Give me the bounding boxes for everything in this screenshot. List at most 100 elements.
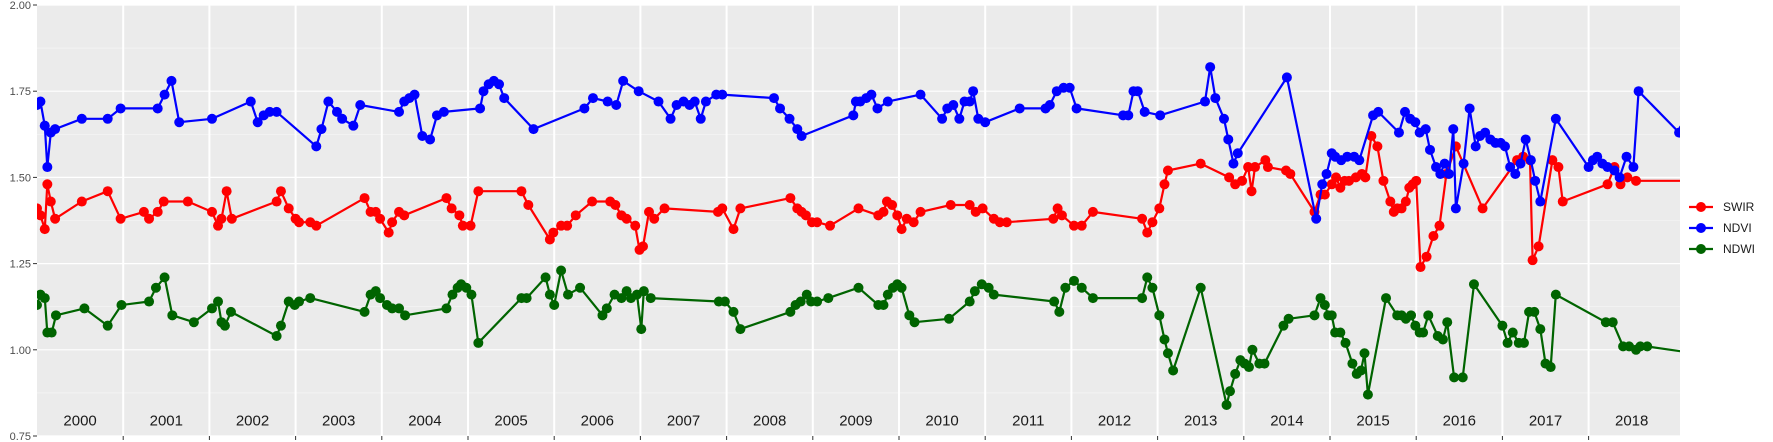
ndvi-point (159, 89, 170, 100)
swir-point (1331, 172, 1342, 183)
ndwi-point (1359, 348, 1370, 359)
ndvi-point (695, 113, 706, 124)
ndvi-point (475, 103, 486, 114)
ndvi-point (311, 141, 322, 152)
ndwi-point (225, 306, 236, 317)
legend-key-point-ndwi (1696, 244, 1706, 254)
ndvi-point (39, 120, 50, 131)
y-tick-label: 1.25 (10, 259, 31, 271)
swir-point (915, 206, 926, 217)
ndvi-point (611, 99, 622, 110)
swir-point (1683, 176, 1693, 186)
ndwi-point (909, 317, 920, 328)
ndwi-point (50, 310, 61, 321)
swir-point (1250, 162, 1261, 173)
ndwi-point (1326, 310, 1337, 321)
swir-point (457, 220, 468, 231)
ndwi-point (46, 327, 57, 338)
ndwi-point (1719, 348, 1729, 358)
year-label: 2002 (236, 413, 269, 430)
swir-point (216, 213, 227, 224)
swir-point (1602, 179, 1613, 190)
swir-point (1366, 131, 1377, 142)
ndwi-point (735, 324, 746, 335)
ndwi-point (1049, 296, 1060, 307)
ndvi-point (478, 86, 489, 97)
year-label: 2014 (1270, 413, 1303, 430)
swir-point (1147, 217, 1158, 228)
swir-point (1547, 155, 1558, 166)
ndwi-point (878, 299, 889, 310)
ndwi-point (1168, 365, 1179, 376)
swir-point (1372, 141, 1383, 152)
ndwi-point (102, 320, 113, 331)
year-label: 2005 (494, 413, 527, 430)
ndvi-point (166, 75, 177, 86)
ndwi-point (728, 306, 739, 317)
ndvi-point (1205, 62, 1216, 73)
ndwi-point (943, 313, 954, 324)
ndwi-point (1468, 279, 1479, 290)
ndwi-point (1529, 306, 1540, 317)
ndvi-point (499, 93, 510, 104)
ndwi-point (1159, 334, 1170, 345)
ndwi-point (544, 289, 555, 300)
swir-point (908, 217, 919, 228)
year-label: 2003 (322, 413, 355, 430)
ndwi-point (556, 265, 567, 276)
ndwi-point (37, 299, 42, 310)
ndwi-point (1734, 307, 1744, 317)
ndvi-point (1123, 110, 1134, 121)
ndvi-point (528, 124, 539, 135)
ndwi-point (1076, 282, 1087, 293)
ndwi-point (1230, 368, 1241, 379)
ndvi-point (1530, 175, 1541, 186)
ndwi-point (1142, 272, 1153, 283)
ndwi-point (206, 303, 217, 314)
swir-point (1048, 213, 1059, 224)
swir-point (1142, 227, 1153, 238)
ndwi-point (983, 282, 994, 293)
legend-item-swir: SWIR (1689, 200, 1755, 214)
ndvi-point (796, 131, 807, 142)
ndwi-point (1437, 334, 1448, 345)
swir-point (1631, 175, 1642, 186)
swir-point (1159, 179, 1170, 190)
ndwi-point (1362, 389, 1373, 400)
swir-point (1477, 203, 1488, 214)
ndvi-point (1464, 103, 1475, 114)
ndwi-point (562, 289, 573, 300)
ndvi-point (1614, 172, 1625, 183)
ndwi-point (1278, 320, 1289, 331)
ndwi-point (394, 303, 405, 314)
ndwi-point (116, 299, 127, 310)
ndwi-point (39, 293, 50, 304)
swir-point (115, 213, 126, 224)
ndwi-point (1642, 341, 1653, 352)
swir-point (896, 224, 907, 235)
y-tick-label: 0.75 (10, 431, 31, 442)
ndvi-point (1499, 141, 1510, 152)
legend-key-point-ndvi (1696, 223, 1706, 233)
ndvi-point (1754, 134, 1764, 144)
ndvi-point (337, 113, 348, 124)
y-axis: 0.75 1.00 1.25 1.50 1.75 2.00 (10, 0, 37, 442)
ndwi-point (1607, 317, 1618, 328)
ndvi-point (1765, 117, 1773, 127)
ndvi-point (618, 75, 629, 86)
ndwi-point (1340, 337, 1351, 348)
ndwi-point (461, 282, 472, 293)
ndvi-point (1443, 168, 1454, 179)
swir-point (1428, 231, 1439, 242)
swir-point (465, 220, 476, 231)
swir-point (1224, 172, 1235, 183)
swir-point (1714, 190, 1724, 200)
ndvi-point (355, 99, 366, 110)
ndwi-point (638, 286, 649, 297)
year-label: 2011 (1012, 413, 1044, 430)
ndvi-point (784, 113, 795, 124)
swir-point (1262, 162, 1273, 173)
swir-point (144, 213, 155, 224)
swir-point (1622, 172, 1633, 183)
ndvi-point (1155, 110, 1166, 121)
